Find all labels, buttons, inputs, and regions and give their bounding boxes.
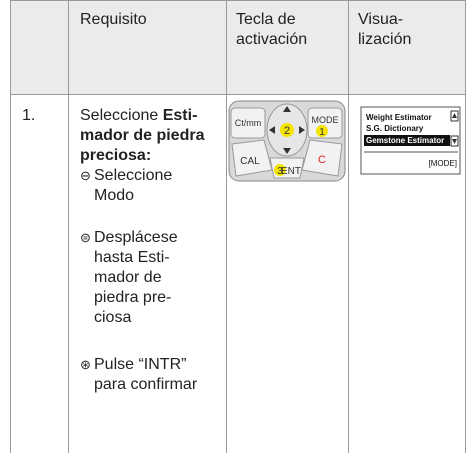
- key-label: ENT: [281, 166, 301, 177]
- intro-bold: Esti-mador de piedra preciosa:: [80, 107, 205, 164]
- arrow: [452, 139, 457, 144]
- step-line: para confirmar: [94, 376, 198, 393]
- selection: [364, 135, 450, 146]
- key-label: C: [318, 154, 326, 166]
- row-number: 1.: [22, 107, 36, 124]
- menu-item: S.G. Dictionary: [366, 124, 424, 133]
- rule: [226, 0, 227, 453]
- header-cell: Requisito: [80, 11, 147, 28]
- header-cell: Visua-lización: [358, 11, 412, 48]
- header-cell: Tecla de activación: [236, 11, 308, 48]
- key: [230, 107, 266, 139]
- menu-item: Weight Estimator: [366, 113, 432, 122]
- step-line: ciosa: [94, 309, 132, 326]
- key-label: Ct/mm: [235, 118, 262, 128]
- key-label: MODE: [312, 115, 339, 125]
- rule: [10, 0, 466, 1]
- rule: [10, 94, 466, 95]
- badge: [280, 123, 294, 137]
- key: [301, 139, 343, 177]
- rule: [68, 0, 69, 453]
- menu-item: Gemstone Estimator: [366, 136, 444, 145]
- step-number: 1: [319, 127, 325, 138]
- rule: [10, 0, 11, 453]
- intro: Seleccione Esti-mador de piedra preciosa…: [80, 106, 222, 166]
- step-line: Pulse “INTR”: [94, 356, 187, 373]
- rule: [348, 0, 349, 453]
- step-line: hasta Esti-: [94, 249, 170, 266]
- rule: [465, 0, 466, 453]
- step: ⊖ Seleccione Modo: [80, 166, 172, 206]
- step-line: Modo: [94, 187, 135, 204]
- intro-text: Seleccione: [80, 107, 163, 124]
- step-line: Desplácese: [94, 229, 178, 246]
- step-number: 3: [277, 166, 283, 177]
- badge: [316, 125, 328, 137]
- step-line: mador de: [94, 269, 162, 286]
- keypad: Ct/mm MODE CAL C ENT 2 1 3: [228, 100, 346, 182]
- display: Weight Estimator S.G. Dictionary Gemston…: [360, 106, 461, 175]
- step-line: piedra pre-: [94, 289, 172, 306]
- step-symbol: ⊖: [80, 168, 91, 183]
- step: ⊜ Desplácese hasta Esti- mador de piedra…: [80, 228, 178, 328]
- display-footer: [MODE]: [429, 159, 457, 168]
- key-label: CAL: [240, 156, 260, 167]
- badge: [274, 164, 286, 176]
- step-symbol: ⊜: [80, 230, 91, 245]
- step-line: Seleccione: [94, 167, 173, 184]
- header-row: [10, 0, 466, 94]
- step: ⊛ Pulse “INTR” para confirmar: [80, 355, 197, 395]
- step-number: 2: [284, 125, 290, 137]
- arrow: [452, 113, 457, 118]
- step-symbol: ⊛: [80, 357, 91, 372]
